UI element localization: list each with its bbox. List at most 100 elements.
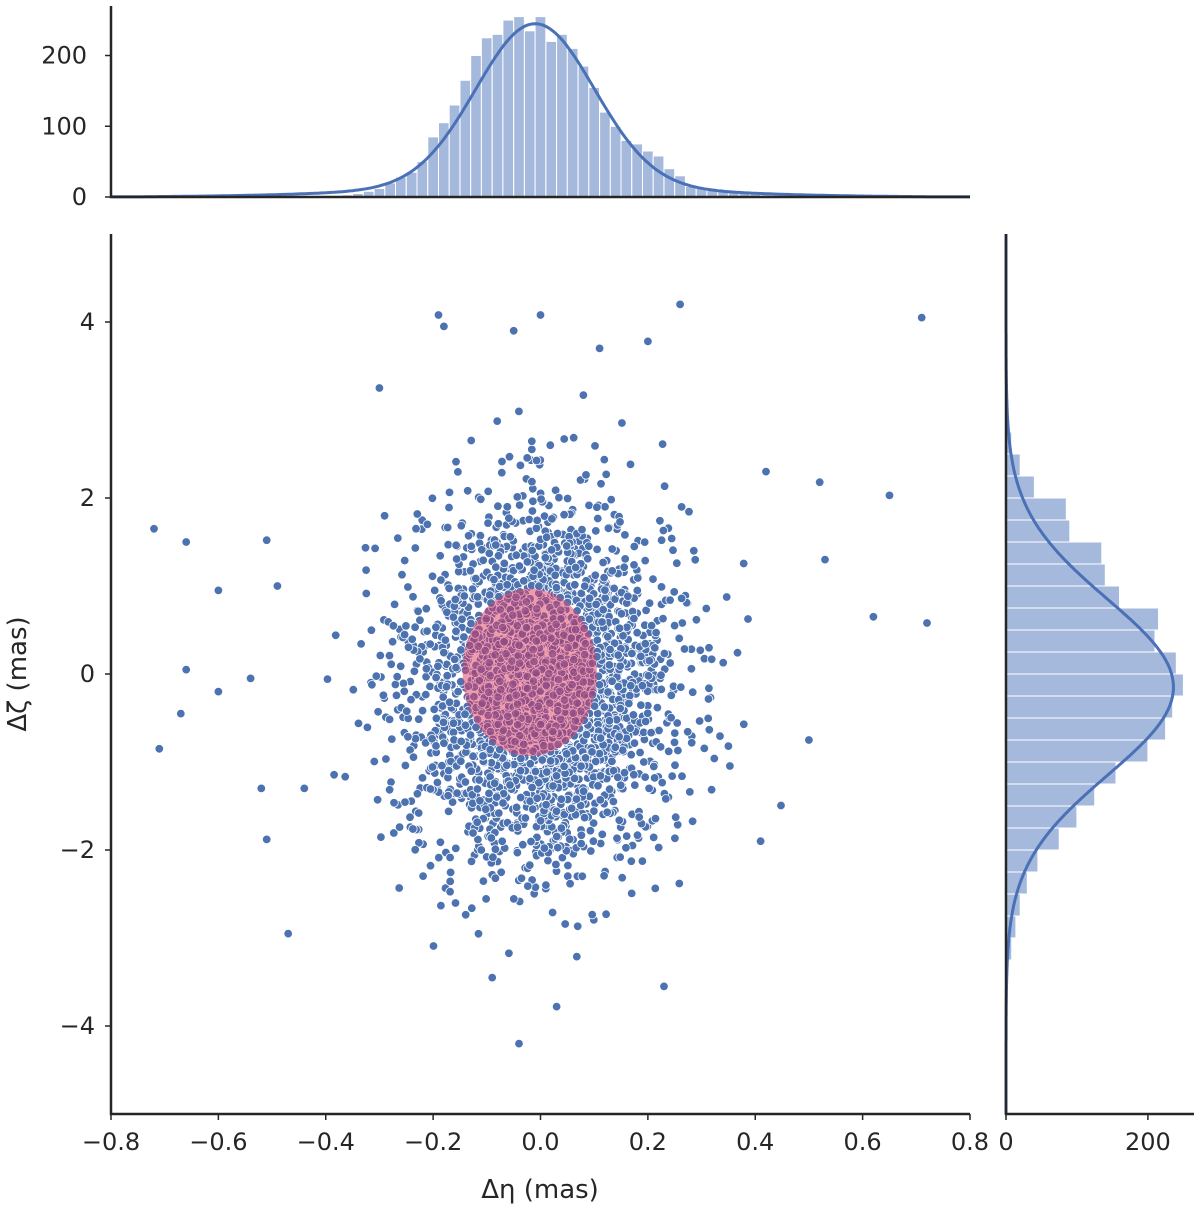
scatter-point [570,580,580,590]
scatter-point [467,903,477,913]
scatter-point [588,836,599,846]
scatter-point [394,822,405,832]
x-tick-label: 0.2 [629,1128,667,1156]
highlight-ellipse-group [462,588,597,756]
scatter-point [528,496,538,507]
x-tick-label: −0.4 [297,1128,355,1156]
ellipse-point [481,614,492,624]
scatter-point [654,842,664,853]
scatter-point [656,670,666,680]
ellipse-point [567,680,577,690]
scatter-point [671,812,681,822]
scatter-point [427,734,437,744]
scatter-point [620,530,630,540]
scatter-point [591,599,601,610]
ellipse-point [490,650,500,660]
scatter-point [502,502,513,512]
scatter-point [448,612,459,622]
scatter-point [481,894,491,904]
scatter-point [154,744,165,754]
scatter-point [633,573,643,583]
scatter-point [485,745,495,755]
marginal-x-tick-label: 0 [72,183,87,211]
scatter-point [367,680,377,690]
scatter-point [415,615,425,625]
marginal-x-bar [599,111,611,198]
scatter-point [657,439,668,449]
ellipse-point [514,658,525,668]
scatter-point [412,509,423,519]
scatter-point [484,548,495,559]
scatter-point [438,717,449,728]
scatter-point [562,541,572,551]
scatter-point [502,580,512,590]
scatter-point [704,643,714,653]
scatter-point [580,581,590,591]
scatter-point [428,941,439,951]
scatter-point [644,598,655,608]
scatter-point [519,576,529,586]
scatter-point [412,789,423,799]
scatter-point [577,871,588,882]
scatter-point [594,680,605,690]
scatter-point [504,513,514,523]
scatter-point [551,771,562,781]
scatter-point [444,487,455,498]
scatter-point [621,843,631,853]
scatter-point [603,687,613,697]
scatter-point [690,555,700,565]
ellipse-point [563,642,573,653]
scatter-point [418,871,428,881]
scatter-point [626,856,637,866]
scatter-point [715,731,725,741]
scatter-point [613,681,624,692]
scatter-point [509,894,519,904]
scatter-point [545,756,556,766]
scatter-point [599,454,610,465]
scatter-point [439,647,449,658]
scatter-point [664,746,674,757]
scatter-point [670,833,680,844]
ellipse-point [512,699,523,710]
scatter-point [587,909,597,920]
scatter-point [607,544,617,554]
scatter-point [529,565,539,575]
scatter-point [213,585,224,596]
scatter-point [584,500,594,511]
scatter-point [361,588,372,599]
scatter-point [443,790,453,801]
scatter-point [739,719,749,730]
scatter-point [868,612,879,622]
scatter-point [670,728,680,738]
scatter-point [525,860,535,870]
scatter-point [669,587,679,597]
scatter-point [658,613,668,624]
ellipse-point [541,680,551,691]
scatter-point [922,618,932,628]
scatter-point [655,742,666,752]
scatter-point [427,762,438,772]
scatter-point [450,898,461,908]
scatter-point [614,815,625,826]
ellipse-point [510,736,520,747]
scatter-point [460,720,471,731]
ellipse-point [535,719,546,730]
scatter-point [532,793,542,804]
scatter-point [435,837,446,848]
scatter-point [655,516,665,526]
scatter-point [562,493,573,504]
scatter-point [489,778,500,788]
scatter-point [596,479,606,489]
scatter-point [459,632,469,642]
scatter-point [651,627,661,638]
scatter-point [504,452,515,462]
scatter-point [654,725,664,736]
scatter-point [466,856,477,867]
ellipse-point [568,708,579,718]
scatter-point [461,910,471,920]
scatter-point [413,606,423,617]
scatter-point [431,713,442,724]
scatter-point [463,531,474,541]
scatter-point [640,555,650,566]
scatter-point [706,785,717,795]
